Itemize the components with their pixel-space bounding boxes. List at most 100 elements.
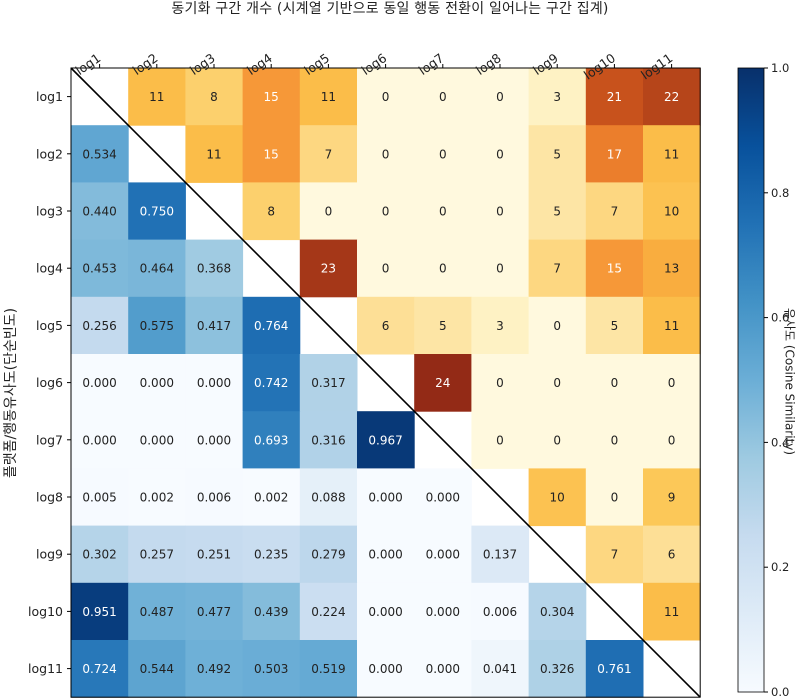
similarity-value-label: 0.000 [140, 376, 174, 390]
similarity-value-label: 0.761 [597, 662, 631, 676]
sync-count-value-label: 0 [496, 433, 504, 447]
similarity-cell [71, 582, 129, 641]
row-label: log3 [36, 204, 63, 219]
similarity-cell [357, 640, 415, 698]
similarity-cell [128, 239, 186, 298]
sync-count-cell [643, 468, 701, 527]
sync-count-value-label: 11 [664, 147, 679, 161]
similarity-value-label: 0.693 [254, 433, 288, 447]
similarity-cell [471, 582, 530, 641]
sync-count-cell [299, 125, 358, 183]
sync-count-value-label: 3 [553, 90, 561, 104]
similarity-cell [528, 640, 587, 698]
sync-count-value-label: 6 [668, 548, 676, 562]
similarity-value-label: 0.000 [426, 605, 460, 619]
sync-count-value-label: 0 [553, 433, 561, 447]
similarity-value-label: 0.088 [311, 491, 345, 505]
sync-count-value-label: 0 [668, 376, 676, 390]
similarity-cell [128, 182, 186, 241]
sync-count-cell [471, 68, 530, 126]
similarity-value-label: 0.316 [311, 433, 345, 447]
sync-count-value-label: 11 [664, 605, 679, 619]
sync-count-cell [299, 239, 358, 298]
sync-count-cell [471, 296, 530, 355]
similarity-cell [299, 411, 358, 469]
sync-count-cell [242, 68, 301, 126]
similarity-value-label: 0.000 [426, 491, 460, 505]
similarity-cell [185, 640, 244, 698]
similarity-cell [414, 468, 472, 527]
sync-count-value-label: 21 [607, 90, 622, 104]
sync-count-cell [128, 68, 186, 126]
similarity-value-label: 0.000 [368, 491, 402, 505]
sync-count-cell [242, 125, 301, 183]
colorbar-tick-label: 0.0 [771, 685, 789, 699]
sync-count-cell [357, 125, 415, 183]
col-label: log1 [73, 50, 104, 78]
similarity-value-label: 0.503 [254, 662, 288, 676]
similarity-cell [185, 239, 244, 298]
similarity-cell [242, 296, 301, 355]
colorbar-tick-label: 0.8 [771, 186, 789, 200]
similarity-cell [128, 640, 186, 698]
similarity-value-label: 0.477 [197, 605, 231, 619]
sync-count-value-label: 0 [553, 319, 561, 333]
similarity-value-label: 0.000 [82, 376, 116, 390]
sync-count-cell [528, 68, 587, 126]
similarity-value-label: 0.000 [426, 662, 460, 676]
row-label: log11 [28, 661, 63, 676]
row-label: log6 [36, 375, 63, 390]
sync-count-value-label: 15 [607, 262, 622, 276]
sync-count-cell [585, 411, 644, 469]
sync-count-cell [528, 125, 587, 183]
sync-count-cell [585, 239, 644, 298]
sync-count-value-label: 5 [611, 319, 619, 333]
sync-count-value-label: 22 [664, 90, 679, 104]
sync-count-value-label: 0 [496, 376, 504, 390]
sync-count-cell [299, 68, 358, 126]
sync-count-value-label: 0 [439, 205, 447, 219]
sync-count-cell [585, 182, 644, 241]
sync-count-value-label: 0 [496, 205, 504, 219]
similarity-cell [128, 411, 186, 469]
sync-count-cell [585, 525, 644, 584]
similarity-value-label: 0.534 [82, 147, 116, 161]
sync-count-cell [643, 296, 701, 355]
row-label: log2 [36, 146, 63, 161]
row-label: log8 [36, 490, 63, 505]
sync-count-cell [643, 354, 701, 412]
similarity-cell [185, 354, 244, 412]
similarity-value-label: 0.224 [311, 605, 345, 619]
sync-count-cell [643, 582, 701, 641]
sync-count-cell [185, 125, 244, 183]
similarity-cell [299, 582, 358, 641]
sync-count-cell [299, 182, 358, 241]
sync-count-value-label: 13 [664, 262, 679, 276]
similarity-value-label: 0.302 [82, 548, 116, 562]
sync-count-cell [357, 68, 415, 126]
similarity-cell [299, 354, 358, 412]
sync-count-cell [643, 182, 701, 241]
sync-count-cell [643, 525, 701, 584]
similarity-value-label: 0.137 [483, 548, 517, 562]
similarity-value-label: 0.368 [197, 262, 231, 276]
similarity-value-label: 0.235 [254, 548, 288, 562]
similarity-value-label: 0.519 [311, 662, 345, 676]
sync-count-cell [528, 182, 587, 241]
similarity-cell [71, 354, 129, 412]
similarity-value-label: 0.041 [483, 662, 517, 676]
similarity-value-label: 0.002 [140, 491, 174, 505]
similarity-cell [414, 582, 472, 641]
sync-count-value-label: 0 [439, 262, 447, 276]
sync-count-value-label: 3 [496, 319, 504, 333]
sync-count-cell [643, 68, 701, 126]
similarity-value-label: 0.005 [82, 491, 116, 505]
similarity-cell [128, 525, 186, 584]
similarity-cell [242, 411, 301, 469]
similarity-value-label: 0.000 [368, 548, 402, 562]
similarity-cell [357, 411, 415, 469]
sync-count-value-label: 0 [668, 433, 676, 447]
sync-count-value-label: 0 [382, 262, 390, 276]
similarity-value-label: 0.000 [197, 433, 231, 447]
